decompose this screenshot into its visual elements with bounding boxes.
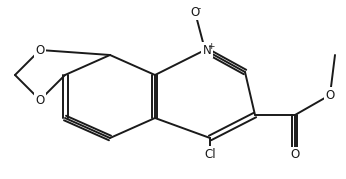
Text: O: O [190, 6, 200, 18]
Text: O: O [35, 43, 45, 57]
Text: -: - [197, 4, 200, 13]
Text: O: O [325, 88, 335, 101]
Text: N: N [203, 43, 211, 57]
Text: Cl: Cl [204, 147, 216, 161]
Text: O: O [290, 149, 300, 161]
Text: +: + [207, 42, 215, 51]
Text: O: O [35, 93, 45, 107]
